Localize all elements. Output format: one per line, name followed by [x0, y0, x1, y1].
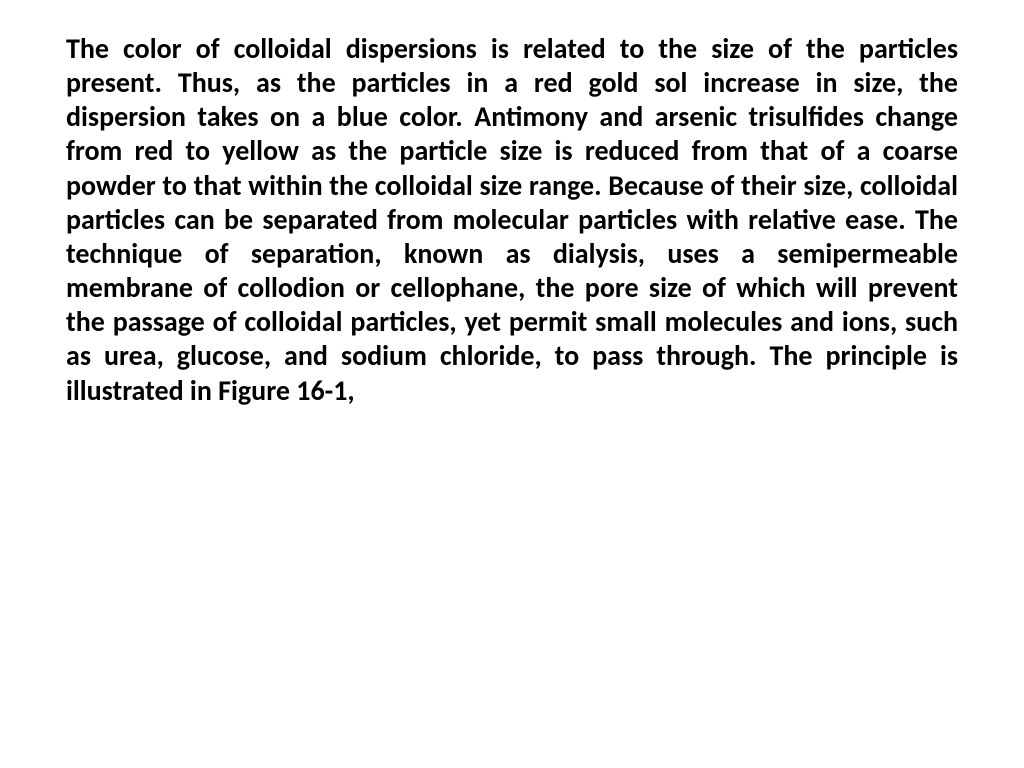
document-page: The color of colloidal dispersions is re…	[0, 0, 1024, 768]
body-paragraph: The color of colloidal dispersions is re…	[66, 32, 958, 408]
